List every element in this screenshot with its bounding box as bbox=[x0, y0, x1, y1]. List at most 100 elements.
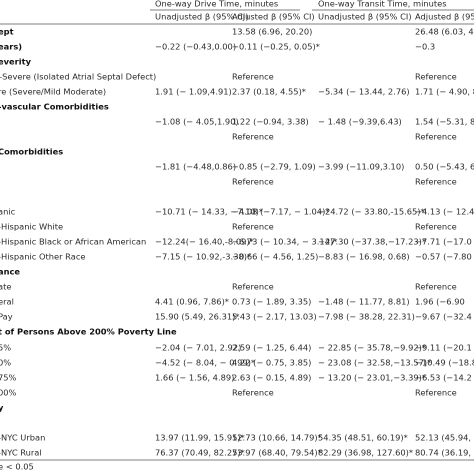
row-label: ears) bbox=[0, 42, 22, 52]
cell: −1.48 (− 11.77, 8.81) bbox=[318, 297, 410, 307]
row-label: 00% bbox=[0, 388, 17, 398]
row-label: t of Persons Above 200% Poverty Line bbox=[0, 327, 177, 337]
cell: −0.3 bbox=[415, 42, 435, 52]
cell: 82.29 (36.98, 127.60)* bbox=[318, 448, 413, 458]
group-header: One-way Drive Time, minutes bbox=[155, 0, 278, 9]
cell: 26.48 (6.03, 46.93) bbox=[415, 27, 474, 37]
row-label: Comorbidities bbox=[0, 147, 63, 157]
cell: 15.90 (5.49, 26.31)* bbox=[155, 312, 240, 322]
cell: −0.22 (−0.43,0.00) bbox=[155, 42, 236, 52]
row-label: 5% bbox=[0, 343, 11, 353]
row-label: ept bbox=[0, 27, 14, 37]
cell: − 1.48 (−9.39,6.43) bbox=[318, 117, 402, 127]
row-label: -Hispanic White bbox=[0, 222, 63, 232]
cell: −9.11 (−20.1 bbox=[415, 343, 472, 353]
row-label: 75% bbox=[0, 373, 17, 383]
cell: 0.73 (− 1.89, 3.35) bbox=[232, 297, 311, 307]
cell: −10.71 (− 14.33, −7.10)* bbox=[155, 207, 263, 217]
cell: −12.24(− 16.40,-8.09)* bbox=[155, 237, 254, 247]
cell: Reference bbox=[415, 388, 457, 398]
cell: Reference bbox=[415, 72, 457, 82]
cell: −6.73 (− 10.34, − 3.14)* bbox=[232, 237, 337, 247]
cell: 80.74 (36.19, 1 bbox=[415, 448, 474, 458]
row-label: everity bbox=[0, 57, 32, 67]
cell: 1.54 (−5.31, 8.4 bbox=[415, 117, 474, 127]
cell: Reference bbox=[415, 177, 457, 187]
row-label: Pay bbox=[0, 312, 13, 322]
column-header: Unadjusted β (95% CI) bbox=[318, 12, 412, 22]
cell: −0.57 (−7.80 bbox=[415, 252, 472, 262]
row-label: 0% bbox=[0, 358, 11, 368]
cell: 12.73 (10.66, 14.79)* bbox=[232, 433, 322, 443]
cell: 4.22 (− 0.75, 3.85) bbox=[232, 358, 311, 368]
cell: Reference bbox=[232, 388, 274, 398]
cell: −4.13 (− 12.45, 4 bbox=[415, 207, 474, 217]
row-label: -NYC Urban bbox=[0, 433, 45, 443]
cell: −24.72 (− 33.80,-15.65)* bbox=[318, 207, 425, 217]
cell: Reference bbox=[232, 177, 274, 187]
cell: −1.81 (−4.48,0.86) bbox=[155, 162, 236, 172]
row-label: ate bbox=[0, 282, 11, 292]
row-label: -Hispanic Black or African American bbox=[0, 237, 146, 247]
cell: 4.41 (0.96, 7.86)* bbox=[155, 297, 229, 307]
cell: Reference bbox=[415, 282, 457, 292]
cell: 2.37 (0.18, 4.55)* bbox=[232, 87, 306, 97]
cell: Reference bbox=[232, 222, 274, 232]
cell: 76.37 (70.49, 82.25)* bbox=[155, 448, 245, 458]
row-label: y bbox=[0, 403, 4, 413]
cell: − 13.20 (− 23.01,−3.39)* bbox=[318, 373, 426, 383]
row-label: -Hispanic Other Race bbox=[0, 252, 86, 262]
cell: −0.11 (−0.25, 0.05)* bbox=[232, 42, 320, 52]
cell: −0.66 (− 4.56, 1.25) bbox=[232, 252, 318, 262]
cell: − 23.08 (− 32.58,−13.57)* bbox=[318, 358, 431, 368]
cell: 13.97 (11.99, 15.95)* bbox=[155, 433, 245, 443]
cell: 1.66 (− 1.56, 4.89) bbox=[155, 373, 234, 383]
cell: −1.08 (− 4.05,1.90) bbox=[155, 117, 239, 127]
cell: 1.91 (− 1.09,4.91) bbox=[155, 87, 232, 97]
cell: −0.85 (−2.79, 1.09) bbox=[232, 162, 316, 172]
cell: 73.97 (68.40, 79.54)* bbox=[232, 448, 322, 458]
cell: Reference bbox=[415, 132, 457, 142]
cell: −5.34 (− 13.44, 2.76) bbox=[318, 87, 410, 97]
cell: −4.52 (− 8.04, − 0.99)* bbox=[155, 358, 255, 368]
cell: 54.35 (48.51, 60.19)* bbox=[318, 433, 408, 443]
cell: Reference bbox=[232, 282, 274, 292]
cell: − 22.85 (− 35.78,−9.92)* bbox=[318, 343, 426, 353]
row-label: anic bbox=[0, 207, 16, 217]
row-label: eral bbox=[0, 297, 14, 307]
cell: Reference bbox=[232, 132, 274, 142]
cell: 1.96 (−6.90 bbox=[415, 297, 465, 307]
cell: Reference bbox=[415, 222, 457, 232]
row-label: -NYC Rural bbox=[0, 448, 42, 458]
cell: 2.63 (− 0.15, 4.89) bbox=[232, 373, 311, 383]
cell: Reference bbox=[232, 72, 274, 82]
cell: −3.99 (−11.09,3.10) bbox=[318, 162, 404, 172]
row-label: re (Severe/Mild Moderate) bbox=[0, 87, 106, 97]
group-header: One-way Transit Time, minutes bbox=[318, 0, 447, 9]
row-label: –Severe (Isolated Atrial Septal Defect) bbox=[0, 72, 156, 82]
cell: −6.53 (−14.2 bbox=[415, 373, 472, 383]
cell: 52.13 (45.94, 5 bbox=[415, 433, 474, 443]
column-header: Unadjusted β (95% CI) bbox=[155, 12, 249, 22]
cell: −10.49 (−18.8 bbox=[415, 358, 474, 368]
cell: 2.59 (− 1.25, 6.44) bbox=[232, 343, 311, 353]
cell: −2.04 (− 7.01, 2.92) bbox=[155, 343, 241, 353]
cell: −7.15 (− 10.92,-3.38)* bbox=[155, 252, 251, 262]
footnote: e < 0.05 bbox=[0, 462, 34, 472]
cell: −7.98 (− 38.28, 22.31) bbox=[318, 312, 415, 322]
cell: 1.71 (− 4.90, 8.32) bbox=[415, 87, 474, 97]
column-header: Adjusted β (95% CI) bbox=[415, 12, 474, 22]
cell: 1.22 (−0.94, 3.38) bbox=[232, 117, 309, 127]
cell: 5.43 (− 2.17, 13.03) bbox=[232, 312, 317, 322]
cell: 13.58 (6.96, 20.20) bbox=[232, 27, 312, 37]
cell: −8.83 (− 16.98, 0.68) bbox=[318, 252, 410, 262]
row-label: -vascular Comorbidities bbox=[0, 102, 109, 112]
column-header: Adjusted β (95% CI) bbox=[232, 12, 315, 22]
cell: −7.71 (−17.0 bbox=[415, 237, 472, 247]
cell: −9.67 (−32.4 bbox=[415, 312, 472, 322]
cell: −27.30 (−37.38,−17.23)* bbox=[318, 237, 426, 247]
row-label: ance bbox=[0, 267, 20, 277]
cell: 0.50 (−5.43, 6.4 bbox=[415, 162, 474, 172]
cell: −4.08 (−7.17, − 1.04)* bbox=[232, 207, 329, 217]
